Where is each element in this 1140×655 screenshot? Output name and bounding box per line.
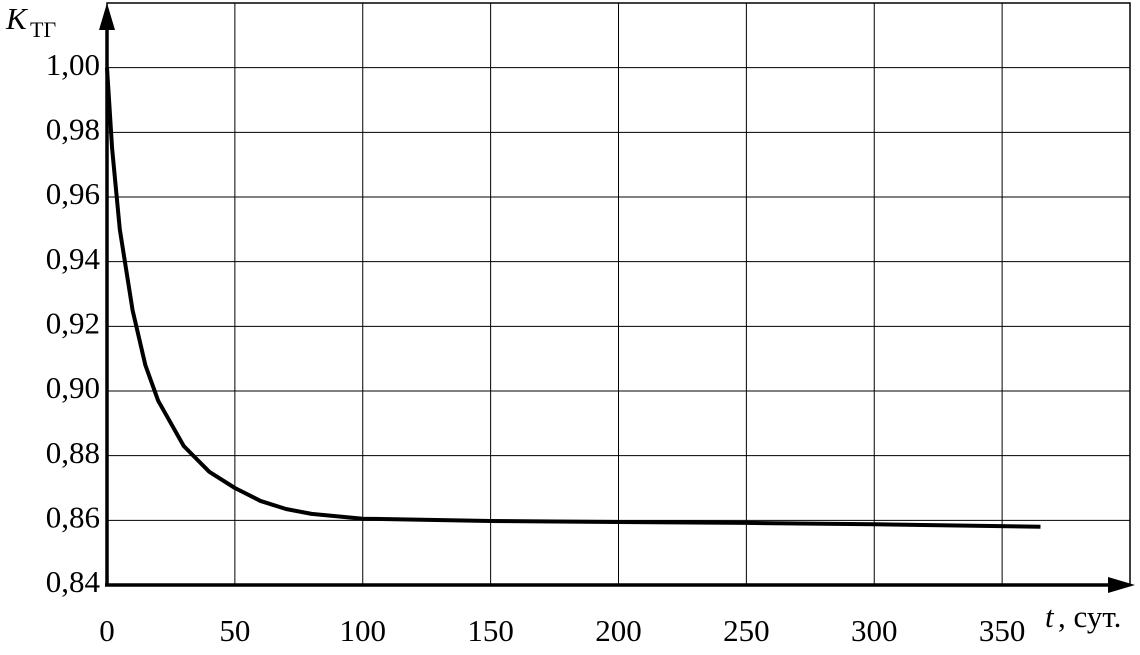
y-tick-label: 0,90 (46, 370, 100, 405)
x-axis-label: t (1045, 599, 1055, 634)
x-tick-label: 0 (99, 613, 115, 648)
x-axis-unit: , сут. (1058, 599, 1121, 634)
y-axis-arrow (99, 3, 115, 30)
y-tick-label: 0,92 (46, 305, 100, 340)
grid (106, 3, 1130, 586)
y-tick-label: 0,94 (46, 241, 101, 276)
x-tick-label: 300 (851, 613, 898, 648)
y-tick-label: 0,86 (46, 499, 100, 534)
x-tick-label: 100 (340, 613, 387, 648)
y-tick-label: 0,96 (46, 176, 100, 211)
y-axis-label: K (5, 1, 29, 36)
y-tick-label: 0,88 (46, 435, 100, 470)
x-tick-label: 350 (979, 613, 1026, 648)
y-axis-label-sub: ТГ (30, 17, 56, 42)
x-tick-label: 150 (467, 613, 514, 648)
y-tick-label: 0,84 (46, 564, 101, 599)
x-tick-label: 50 (219, 613, 250, 648)
x-tick-label: 250 (723, 613, 770, 648)
y-tick-label: 0,98 (46, 111, 100, 146)
x-tick-label: 200 (595, 613, 642, 648)
y-tick-label: 1,00 (46, 47, 100, 82)
x-axis-arrow (1108, 577, 1135, 593)
data-line (105, 67, 1041, 529)
